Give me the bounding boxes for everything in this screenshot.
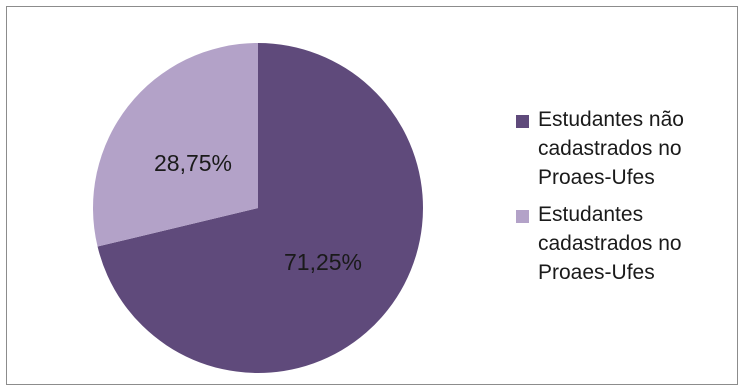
legend-label-cadastrados: Estudantes cadastrados no Proaes-Ufes xyxy=(538,203,682,284)
slice-label-0: 71,25% xyxy=(284,249,362,275)
legend: Estudantes não cadastrados no Proaes-Ufe… xyxy=(516,105,736,295)
legend-item-nao-cadastrados: Estudantes não cadastrados no Proaes-Ufe… xyxy=(516,105,736,192)
slice-label-1: 28,75% xyxy=(154,150,232,176)
legend-swatch-cadastrados xyxy=(516,210,529,223)
legend-item-cadastrados: Estudantes cadastrados no Proaes-Ufes xyxy=(516,200,736,287)
pie-slice-0 xyxy=(97,43,423,373)
legend-label-nao-cadastrados: Estudantes não cadastrados no Proaes-Ufe… xyxy=(538,108,684,189)
legend-swatch-nao-cadastrados xyxy=(516,115,529,128)
pie-slice-1 xyxy=(93,43,258,247)
